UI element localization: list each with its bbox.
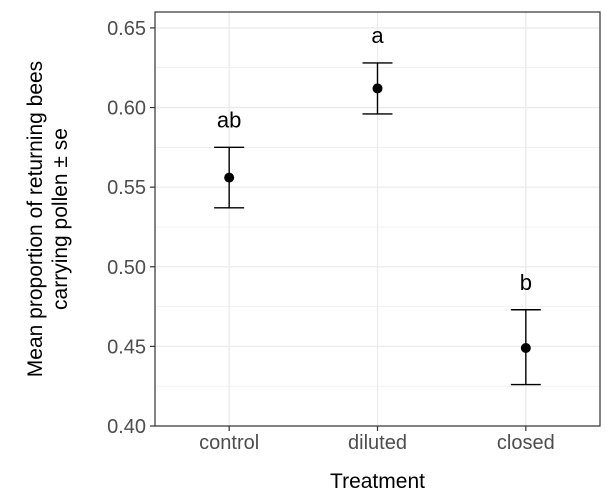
data-point-control (224, 172, 235, 183)
significance-letter: b (520, 270, 532, 295)
y-axis-title-line-1: Mean proportion of returning bees (24, 61, 47, 377)
x-tick-label: closed (497, 432, 555, 454)
y-tick-label: 0.55 (107, 177, 146, 199)
data-point-diluted (372, 83, 383, 94)
significance-letter: ab (217, 107, 241, 132)
significance-letter: a (371, 23, 384, 48)
y-tick-label: 0.50 (107, 257, 146, 279)
y-tick-label: 0.65 (107, 18, 146, 40)
x-axis-title: Treatment (330, 470, 425, 493)
y-tick-label: 0.45 (107, 336, 146, 358)
x-tick-label: diluted (348, 432, 407, 454)
x-axis: control diluted closed (199, 426, 555, 454)
data-point-closed (520, 342, 531, 353)
y-axis-title: Mean proportion of returning bees carryi… (24, 61, 72, 377)
y-tick-label: 0.40 (107, 416, 146, 438)
y-axis: 0.40 0.45 0.50 0.55 0.60 0.65 (107, 18, 155, 438)
y-axis-title-line-2: carrying pollen ± se (49, 128, 72, 310)
x-tick-label: control (199, 432, 259, 454)
y-tick-label: 0.60 (107, 98, 146, 120)
